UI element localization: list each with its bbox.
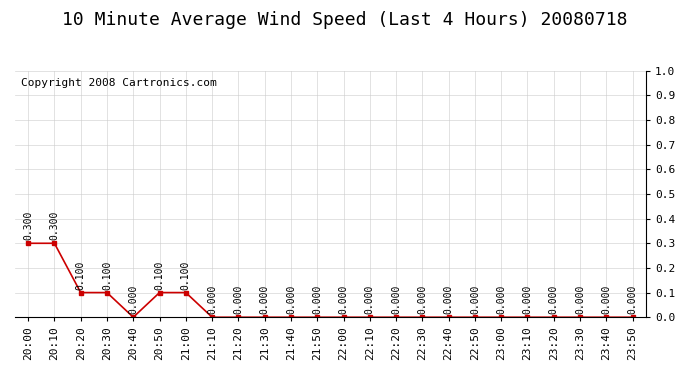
Text: 0.000: 0.000 — [444, 285, 453, 314]
Text: 0.000: 0.000 — [312, 285, 322, 314]
Text: 0.100: 0.100 — [76, 260, 86, 290]
Text: 0.000: 0.000 — [628, 285, 638, 314]
Text: 0.100: 0.100 — [155, 260, 164, 290]
Text: 0.000: 0.000 — [339, 285, 348, 314]
Text: 0.000: 0.000 — [575, 285, 585, 314]
Text: 0.000: 0.000 — [365, 285, 375, 314]
Text: 0.000: 0.000 — [391, 285, 401, 314]
Text: 0.100: 0.100 — [181, 260, 191, 290]
Text: 0.300: 0.300 — [50, 211, 59, 240]
Text: 0.000: 0.000 — [233, 285, 244, 314]
Text: 10 Minute Average Wind Speed (Last 4 Hours) 20080718: 10 Minute Average Wind Speed (Last 4 Hou… — [62, 11, 628, 29]
Text: 0.000: 0.000 — [286, 285, 296, 314]
Text: 0.000: 0.000 — [522, 285, 533, 314]
Text: 0.100: 0.100 — [102, 260, 112, 290]
Text: 0.000: 0.000 — [496, 285, 506, 314]
Text: 0.000: 0.000 — [259, 285, 270, 314]
Text: 0.000: 0.000 — [417, 285, 427, 314]
Text: 0.000: 0.000 — [470, 285, 480, 314]
Text: 0.000: 0.000 — [207, 285, 217, 314]
Text: 0.000: 0.000 — [549, 285, 559, 314]
Text: 0.000: 0.000 — [601, 285, 611, 314]
Text: Copyright 2008 Cartronics.com: Copyright 2008 Cartronics.com — [21, 78, 217, 88]
Text: 0.300: 0.300 — [23, 211, 33, 240]
Text: 0.000: 0.000 — [128, 285, 138, 314]
